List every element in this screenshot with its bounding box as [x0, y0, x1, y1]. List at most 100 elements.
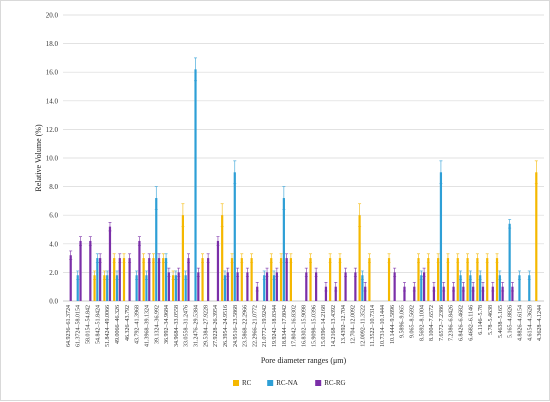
x-tick-label: 39.1324–36.992 — [154, 305, 160, 344]
bar-rc-rg — [422, 272, 426, 301]
bar-rc-rg — [236, 272, 239, 301]
x-tick-label: 64.9236–61.3724 — [66, 305, 72, 347]
bar-rc — [368, 258, 371, 301]
x-tick-label: 11.3522–10.7314 — [370, 305, 376, 347]
bar-rc-rg — [334, 286, 337, 301]
bar-rc-na — [76, 275, 79, 301]
x-tick-label: 46.326–43.792 — [125, 305, 131, 341]
bar-rc-rg — [462, 286, 465, 301]
x-tick-label: 8.1004–7.6572 — [429, 305, 435, 341]
bar-rc-rg — [138, 240, 141, 301]
bar-rc-rg — [226, 272, 229, 301]
legend-swatch-rc-rg — [315, 380, 322, 386]
bar-rc-na — [184, 275, 187, 301]
bar-rc — [162, 258, 165, 301]
x-tick-label: 33.0558–31.2476 — [184, 305, 190, 347]
bar-rc-na — [194, 69, 197, 301]
x-tick-label: 51.8424–49.0066 — [105, 305, 111, 347]
x-tick-label: 24.9516–23.5868 — [233, 305, 239, 347]
bar-rc-na — [528, 275, 531, 301]
x-tick-label: 10.1444–9.5896 — [390, 305, 396, 344]
bar-rc-na — [459, 275, 462, 301]
x-tick-label: 16.8302–15.9098 — [302, 305, 308, 347]
bar-rc-rg — [442, 286, 445, 301]
bar-rc-na — [263, 275, 266, 301]
bar-rc-rg — [275, 272, 278, 301]
bar-rc — [122, 258, 126, 301]
bar-rc-na — [361, 275, 364, 301]
x-tick-label: 13.4392–12.704 — [341, 305, 347, 344]
y-tick-label: 0.0 — [49, 298, 58, 306]
bar-rc-rg — [393, 272, 396, 301]
bar-rc-rg — [432, 286, 436, 301]
bar-rc — [279, 258, 283, 301]
bar-rc-na — [272, 275, 276, 301]
bar-rc — [181, 215, 185, 301]
bar-rc — [466, 258, 469, 301]
x-axis-title: Pore diameter ranges (μm) — [261, 356, 347, 365]
y-tick-label: 8.0 — [49, 183, 58, 191]
y-axis-title: Relative Volume (%) — [34, 124, 43, 192]
x-tick-label: 6.4682–6.1146 — [468, 305, 474, 341]
bar-rc-rg — [167, 272, 170, 301]
bar-rc-rg — [501, 286, 504, 301]
x-tick-label: 10.7314–10.1444 — [380, 305, 386, 347]
bar-rc-rg — [403, 286, 406, 301]
bar-rc-na — [420, 275, 423, 301]
bar-rc — [446, 258, 450, 301]
x-tick-label: 23.5868–22.2966 — [243, 305, 249, 347]
x-tick-label: 6.1146–5.78 — [478, 305, 484, 335]
bar-rc — [93, 275, 96, 301]
bar-rc — [417, 258, 420, 301]
bar-rc — [250, 258, 253, 301]
bar-rc — [240, 258, 243, 301]
bar-rc-na — [479, 275, 482, 301]
bar-rc — [171, 275, 175, 301]
x-tick-label: 49.0066–46.326 — [115, 305, 121, 344]
bar-rc-rg — [285, 258, 288, 301]
bar-rc — [476, 258, 479, 301]
bar-rc — [329, 258, 332, 301]
x-tick-label: 26.3954–24.9516 — [223, 305, 229, 347]
x-tick-label: 12.0092–11.3522 — [360, 305, 366, 347]
bar-rc-na — [233, 172, 236, 301]
bar-rc-rg — [128, 258, 131, 301]
bar-rc-rg — [472, 286, 475, 301]
bar-rc — [309, 258, 312, 301]
x-tick-label: 21.0772–19.9242 — [262, 305, 268, 347]
bar-rc — [486, 258, 489, 301]
bar-rc-rg — [157, 258, 161, 301]
x-tick-label: 34.9684–33.0558 — [174, 305, 180, 347]
bar-rc-na — [174, 275, 177, 301]
bar-rc-rg — [324, 286, 328, 301]
bar-rc-rg — [177, 272, 180, 301]
y-tick-label: 6.0 — [49, 212, 58, 220]
y-tick-label: 10.0 — [46, 155, 59, 163]
bar-rc-na — [164, 258, 168, 301]
bar-rc-na — [223, 275, 227, 301]
x-tick-label: 7.6572–7.2386 — [439, 305, 445, 341]
x-tick-label: 43.792–41.3968 — [135, 305, 141, 344]
bar-rc-rg — [108, 226, 112, 301]
bar-rc-rg — [344, 272, 347, 301]
bar-rc — [289, 258, 292, 301]
bar-rc-rg — [197, 272, 200, 301]
bar-rc — [221, 215, 224, 301]
x-tick-label: 4.3628–4.1244 — [537, 305, 543, 341]
bar-rc — [270, 258, 273, 301]
bar-rc — [152, 258, 155, 301]
x-tick-label: 54.842–51.8424 — [95, 305, 101, 344]
bar-rc-rg — [246, 272, 249, 301]
bar-rc — [427, 258, 430, 301]
x-tick-label: 29.5384–27.9228 — [203, 305, 209, 347]
y-tick-label: 14.0 — [46, 97, 59, 105]
bar-rc-na — [106, 275, 109, 301]
bar-rc-na — [282, 198, 285, 301]
legend-swatch-rc-na — [267, 380, 274, 386]
bar-rc — [113, 258, 116, 301]
x-tick-label: 17.8042–16.8302 — [292, 305, 298, 347]
bar-rc-na — [508, 223, 511, 301]
bar-rc-na — [469, 275, 472, 301]
